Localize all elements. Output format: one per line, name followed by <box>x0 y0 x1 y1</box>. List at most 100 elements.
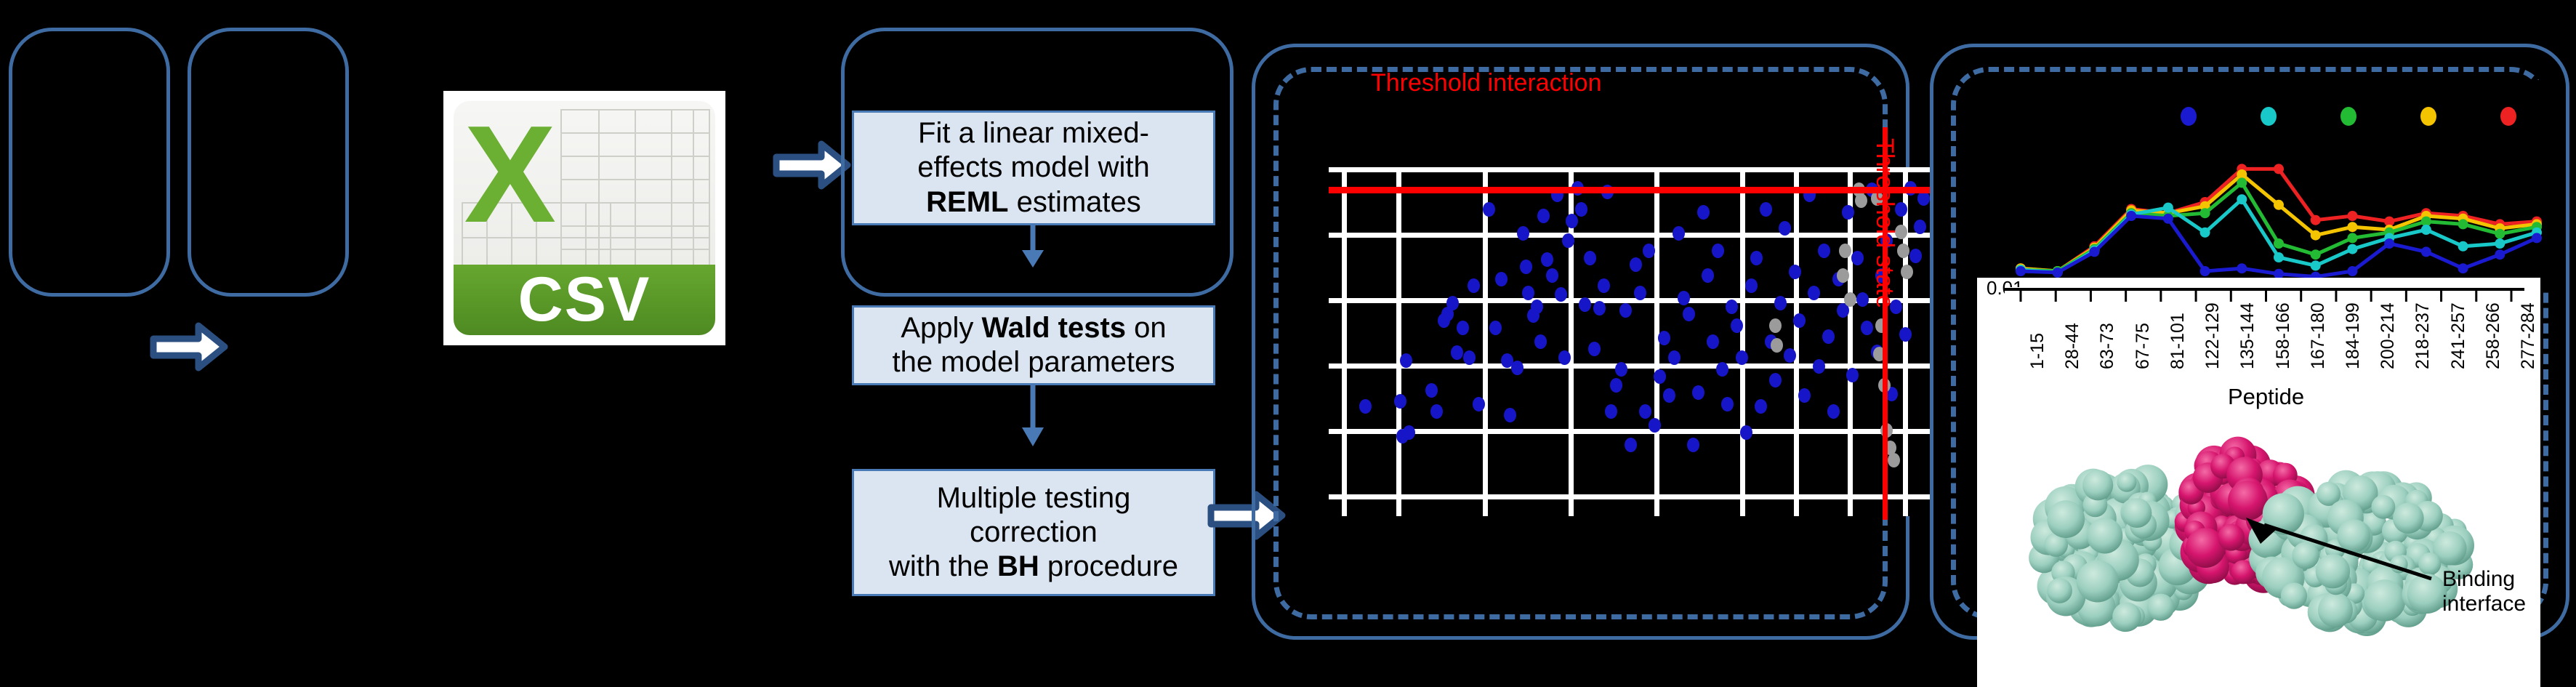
scatter-point <box>1745 278 1758 294</box>
peptide-series-marker <box>2199 227 2210 238</box>
scatter-point <box>1855 193 1868 208</box>
scatter-point <box>1844 292 1857 308</box>
arrow-wald-to-multiple <box>1022 385 1044 446</box>
scatter-point <box>1822 329 1835 344</box>
scatter-point <box>1917 191 1931 206</box>
legend-dot <box>2340 107 2356 126</box>
scatter-point <box>1541 252 1554 268</box>
input-panel <box>9 28 170 297</box>
scatter-point <box>1565 214 1578 229</box>
peptide-series-marker <box>2347 233 2358 244</box>
scatter-point <box>1851 250 1864 265</box>
scatter-point <box>1462 350 1476 365</box>
scatter-point <box>1530 300 1543 314</box>
grid-h <box>1329 233 1932 238</box>
protein-surface-blob <box>2082 470 2114 501</box>
peptide-tick-label: 135-144 <box>2237 302 2258 369</box>
scatter-point <box>1720 397 1734 412</box>
peptide-series-marker <box>2237 169 2247 180</box>
csv-panel <box>188 28 349 297</box>
scatter-point <box>1812 358 1825 374</box>
peptide-series-marker <box>2310 249 2321 260</box>
scatter-point <box>1359 398 1372 414</box>
legend-dot <box>2261 107 2277 126</box>
scatter-point <box>1653 369 1666 384</box>
scatter-point <box>1446 296 1460 311</box>
peptide-series-marker <box>2420 225 2431 235</box>
protein-surface-blob <box>2228 481 2268 521</box>
peptide-lines <box>2016 164 2542 282</box>
scatter-point <box>1894 224 1907 239</box>
scatter-point <box>1687 437 1700 452</box>
scatter-point <box>1472 397 1485 412</box>
peptide-x-axis <box>2005 287 2524 303</box>
scatter-point <box>1716 362 1729 377</box>
scatter-point <box>1482 201 1495 217</box>
peptide-tick-label: 258-266 <box>2482 302 2503 369</box>
scatter-point <box>1740 425 1753 440</box>
scatter-point <box>1769 318 1782 334</box>
peptide-series-marker <box>2458 241 2468 252</box>
threshold-interaction-line <box>1329 187 1932 193</box>
scatter-point <box>1489 320 1502 335</box>
protein-surface-blob <box>2076 560 2119 603</box>
peptide-series-marker <box>2310 214 2321 225</box>
peptide-tick-label: 81-101 <box>2167 313 2188 369</box>
peptide-series-marker <box>2458 263 2468 274</box>
peptide-series-marker <box>2495 238 2505 249</box>
peptide-series-marker <box>2495 249 2505 260</box>
grid-h <box>1329 298 1932 303</box>
protein-surface-blob <box>2122 498 2152 529</box>
scatter-point <box>1887 453 1900 468</box>
peptide-series-marker <box>2237 263 2247 274</box>
protein-surface-blob <box>2280 582 2308 609</box>
scatter-point <box>1872 346 1885 361</box>
scatter-point <box>1759 201 1772 217</box>
scatter-point <box>1909 249 1922 264</box>
binding-interface-line1: Binding <box>2442 567 2516 591</box>
scatter-point <box>1561 233 1574 248</box>
grid-v <box>1848 167 1853 516</box>
scatter-point <box>1629 257 1642 273</box>
peptide-tick-label: 28-44 <box>2062 323 2083 369</box>
scatter-point <box>1769 372 1782 387</box>
threshold-interaction-label: Threshold interaction <box>1371 69 1602 97</box>
peptide-tick-label: 158-166 <box>2272 302 2293 369</box>
scatter-point <box>1890 300 1903 314</box>
csv-x-letter: X <box>464 101 557 252</box>
binding-interface-pointer <box>2246 518 2432 581</box>
scatter-point <box>1861 320 1874 335</box>
threshold-state-line <box>1883 127 1888 520</box>
protein-surface-blob <box>2292 542 2319 569</box>
protein-surface-blob <box>2317 481 2341 506</box>
peptide-tick-label: 67-75 <box>2132 323 2153 369</box>
peptide-series-marker <box>2420 216 2431 227</box>
scatter-point <box>1519 259 1532 274</box>
scatter-point <box>1711 244 1724 259</box>
peptide-series-marker <box>2274 238 2284 249</box>
peptide-series-marker <box>2162 202 2173 213</box>
arrow-input-to-csv <box>149 320 229 374</box>
peptide-series-marker <box>2126 211 2137 221</box>
fit-model-step-text: Fit a linear mixed-effects model with RE… <box>917 117 1150 218</box>
scatter-point <box>1578 297 1591 313</box>
scatter-point <box>1614 362 1627 377</box>
scatter-point <box>1702 268 1715 283</box>
protein-surface-blob <box>2087 518 2123 554</box>
scatter-point <box>1770 337 1783 353</box>
scatter-point <box>1534 334 1547 349</box>
peptide-tick-label: 241-257 <box>2447 302 2468 369</box>
protein-surface-blob <box>2315 554 2351 589</box>
peptide-series-marker <box>2274 268 2284 279</box>
scatter-point <box>1649 418 1662 433</box>
grid-v <box>1794 167 1799 516</box>
scatter-point <box>1450 345 1463 361</box>
peptide-series-marker <box>2420 246 2431 257</box>
protein-surface-blob <box>2047 578 2072 603</box>
scatter-point <box>1899 327 1912 342</box>
peptide-series-marker <box>2199 208 2210 219</box>
scatter-point <box>1634 285 1647 300</box>
scatter-point <box>1914 219 1927 234</box>
peptide-series-marker <box>2052 267 2063 278</box>
scatter-point <box>1837 268 1850 283</box>
